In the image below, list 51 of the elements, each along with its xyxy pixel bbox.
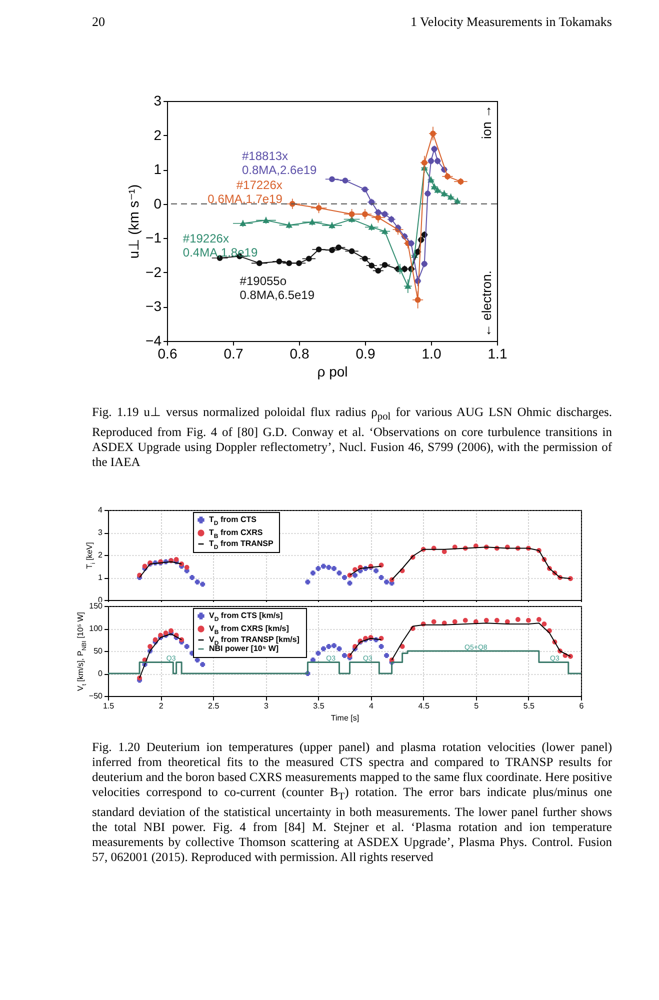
y-tick-label: 0 xyxy=(98,669,104,678)
caption: Fig. 1.19 u⊥ versus normalized poloidal flux radius ρ$_{pol}$ for various AUG LSN Ohmic discharges. Reproduced from Fig. 4 of [80] G.D. Conway et al. ‘Observations on core turbulence transitions in ASDEX Upgrade using Doppler reflectometry’, Nucl. Fusion 46, S799 (2006), with the permission of the IAEA xyxy=(92,405,612,470)
y-tick-label: 3 xyxy=(98,528,104,537)
legend-label: T$_{D}$ from CTS xyxy=(209,515,258,527)
y-tick-label: 100 xyxy=(89,624,104,633)
y-tick-label: −3 xyxy=(146,298,162,314)
y-tick-label: 3 xyxy=(154,92,162,108)
y-tick-label: 1 xyxy=(98,573,104,582)
x-tick-label: 1.0 xyxy=(422,346,442,362)
legend-label: T$_{B}$ from CXRS xyxy=(209,528,264,540)
y-tick-label: 50 xyxy=(94,646,104,656)
text: 20 xyxy=(92,14,105,30)
series-label: #17226x 0.6MA,1.7e19 xyxy=(208,178,283,206)
y-tick-label: 0 xyxy=(154,195,162,212)
annotation: ← electron. xyxy=(479,270,494,337)
x-tick-label: 4.5 xyxy=(418,702,430,710)
x-tick-label: 0.7 xyxy=(224,346,244,362)
x-tick-label: 0.8 xyxy=(290,346,310,362)
x-axis-title: Time [s] xyxy=(330,714,360,722)
series-label: #19226x 0.4MA,1.8e19 xyxy=(182,231,258,260)
y-tick-label: −2 xyxy=(146,264,162,280)
x-tick-label: 1.5 xyxy=(102,702,115,710)
text: Fig. 1.20 Deuterium ion temperatures (upper panel) and plasma rotation velocities (lower panel) inferred from theoretical fits to the measured CTS spectra and compared to TRANSP results for deuterium and the boron based CXRS measurements mapped to the same flux coordinate. Here positive velocities correspond to co-current (counter B$_{T}$) rotation. The error bars indicate plus/minus one standard deviation of the statistical uncertainty in both measurements. The lower panel further shows the total NBI power. Fig. 4 from [84] M. Stejner et al. ‘Plasma rotation and ion temperature measurements by collective Thomson scattering at ASDEX Upgrade’, Plasma Phys. Control. Fusion 57, 062001 (2015). Reproduced with permission. All rights reserved xyxy=(92,740,612,864)
series-label: #19055o 0.8MA,6.5e19 xyxy=(240,274,315,302)
x-tick-label: 6 xyxy=(579,702,584,710)
series-label: #18813x 0.8MA,2.6e19 xyxy=(242,149,318,178)
y-tick-label: 2 xyxy=(98,550,104,560)
text: 1 Velocity Measurements in Tokamaks xyxy=(410,14,612,30)
y-tick-label: 150 xyxy=(89,602,104,610)
x-tick-label: 5 xyxy=(474,702,480,710)
x-tick-label: 1.1 xyxy=(488,346,508,362)
x-tick-label: 0.6 xyxy=(158,346,178,362)
legend-label: V$_{B}$ from CXRS [km/s] xyxy=(209,624,290,636)
x-tick-label: 4 xyxy=(369,702,374,710)
y-tick-label: −4 xyxy=(146,332,162,348)
y-tick-label: −50 xyxy=(88,692,104,700)
y-tick-label: 1 xyxy=(154,161,162,178)
x-tick-label: 3 xyxy=(264,702,269,710)
x-tick-label: 2.5 xyxy=(208,702,220,710)
x-tick-label: 3.5 xyxy=(313,702,325,710)
legend-label: T$_{D}$ from TRANSP xyxy=(209,539,274,551)
y-tick-label: 4 xyxy=(98,506,104,514)
x-tick-label: 0.9 xyxy=(356,346,376,362)
x-axis-title: ρ pol xyxy=(317,364,348,380)
x-tick-label: 5.5 xyxy=(523,702,536,710)
legend-label: V$_{D}$ from CTS [km/s] xyxy=(209,611,284,623)
y-tick-label: 2 xyxy=(154,126,162,143)
annotation: ion → xyxy=(479,105,494,139)
legend-label: NBI power [10⁵ W] xyxy=(209,644,279,653)
y-tick-label: −1 xyxy=(146,230,162,246)
y-axis-title: u⊥ (km s⁻¹) xyxy=(126,184,142,259)
